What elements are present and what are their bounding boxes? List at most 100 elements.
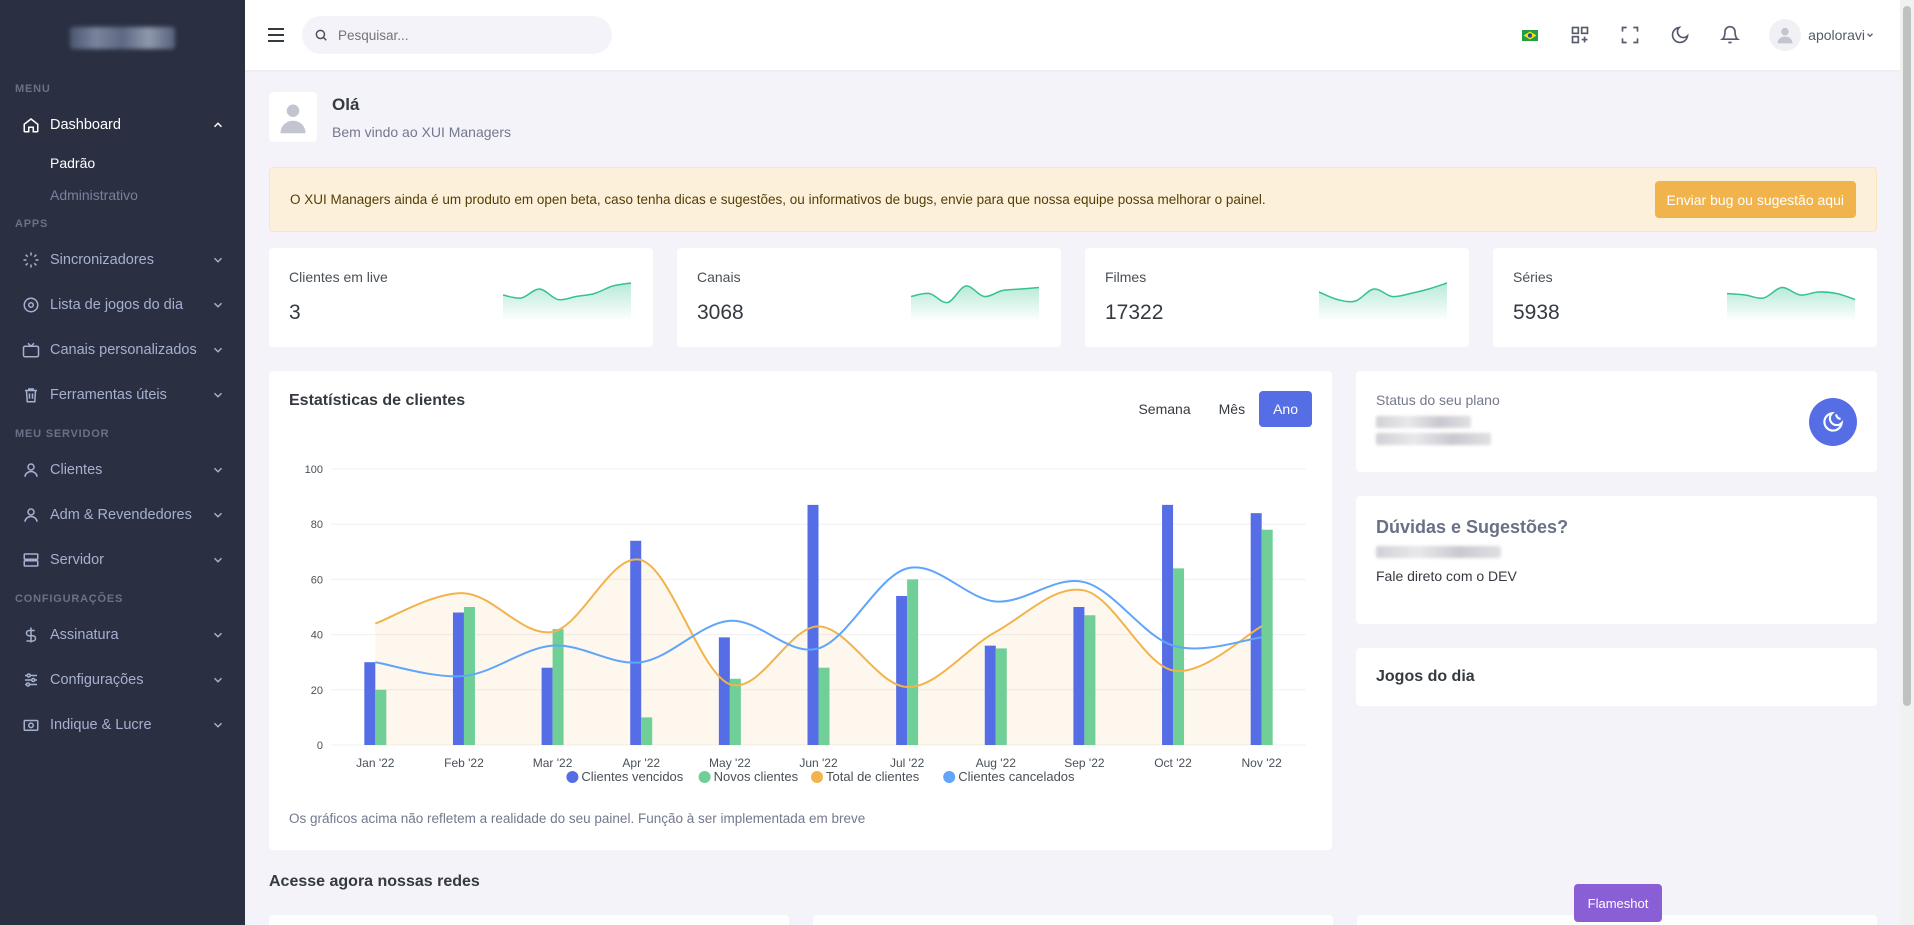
range-ano-button[interactable]: Ano	[1259, 391, 1312, 427]
duvidas-card: Dúvidas e Sugestões? Fale direto com o D…	[1356, 496, 1877, 624]
flameshot-badge[interactable]: Flameshot	[1574, 884, 1662, 922]
x-tick-label: Jul '22	[890, 756, 925, 770]
sidebar-item-label: Lista de jogos do dia	[50, 296, 184, 313]
sidebar-item-assinatura[interactable]: Assinatura	[0, 612, 245, 657]
stat-value: 5938	[1513, 301, 1560, 324]
sidebar-item-dashboard[interactable]: Dashboard	[0, 102, 245, 147]
sidebar-item-sincronizadores[interactable]: Sincronizadores	[0, 237, 245, 282]
x-tick-label: Jan '22	[356, 756, 395, 770]
y-tick-label: 0	[317, 740, 323, 752]
user-icon	[20, 504, 42, 526]
x-tick-label: Feb '22	[444, 756, 484, 770]
logo[interactable]	[0, 0, 245, 76]
username: apoloravi	[1808, 27, 1865, 43]
redes-card[interactable]	[813, 915, 1333, 925]
sidebar-item-canais[interactable]: Canais personalizados	[0, 327, 245, 372]
chevron-down-icon	[213, 512, 223, 518]
stat-title: Filmes	[1105, 269, 1147, 285]
sidebar-item-label: Ferramentas úteis	[50, 386, 167, 403]
send-bug-button[interactable]: Enviar bug ou sugestão aqui	[1654, 181, 1856, 218]
sparkline-area	[911, 285, 1039, 321]
y-tick-label: 40	[311, 630, 323, 642]
hamburger-icon[interactable]	[262, 27, 292, 43]
stat-value: 3	[289, 301, 301, 324]
user-menu[interactable]: apoloravi	[1755, 19, 1900, 51]
sidebar-item-jogos[interactable]: Lista de jogos do dia	[0, 282, 245, 327]
legend-label: Clientes cancelados	[958, 769, 1075, 784]
sidebar-item-label: Indique & Lucre	[50, 716, 152, 733]
sidebar-subitem-padrao[interactable]: Padrão	[50, 155, 96, 171]
fullscreen-icon[interactable]	[1605, 0, 1655, 70]
legend-label: Clientes vencidos	[581, 769, 683, 784]
moon-icon[interactable]	[1655, 0, 1705, 70]
bar	[1073, 607, 1085, 745]
menu-section-title: MENU	[15, 83, 51, 95]
sidebar-item-label: Adm & Revendedores	[50, 506, 192, 523]
money-icon	[20, 714, 42, 736]
apps-grid-icon[interactable]	[1555, 0, 1605, 70]
sparkline-line	[1318, 282, 1448, 303]
x-tick-label: Aug '22	[976, 756, 1017, 770]
dollar-icon	[20, 624, 42, 646]
sidebar-subitem-administrativo[interactable]: Administrativo	[50, 187, 138, 203]
tv-icon	[20, 339, 42, 361]
bell-icon[interactable]	[1705, 0, 1755, 70]
range-semana-button[interactable]: Semana	[1124, 391, 1204, 427]
sparkline	[502, 282, 632, 321]
y-tick-label: 20	[311, 685, 323, 697]
plan-status-card: Status do seu plano	[1356, 371, 1877, 472]
sidebar-item-servidor[interactable]: Servidor	[0, 537, 245, 582]
range-toggle: Semana Mês Ano	[1124, 391, 1312, 427]
plan-icon	[1809, 398, 1857, 446]
client-stats-chart: 0 20 40 60 80 100 Jan '22 Feb '22 Mar '22 Apr '22…	[305, 464, 1306, 784]
chart-title: Estatísticas de clientes	[289, 392, 466, 409]
chevron-up-icon	[213, 121, 223, 127]
ball-icon	[20, 294, 42, 316]
flag-brazil-icon[interactable]	[1505, 0, 1555, 70]
client-stats-card: Estatísticas de clientes Semana Mês Ano …	[269, 371, 1332, 850]
bar	[452, 612, 464, 745]
alert-message: O XUI Managers ainda é um produto em ope…	[290, 191, 1266, 207]
x-tick-label: Oct '22	[1154, 756, 1192, 770]
sidebar-item-indique[interactable]: Indique & Lucre	[0, 702, 245, 747]
stat-card-filmes: Filmes 17322	[1085, 248, 1469, 347]
bar	[896, 595, 908, 745]
sparkline-line	[502, 282, 632, 301]
stat-value: 3068	[697, 301, 744, 324]
chevron-down-icon	[213, 467, 223, 473]
sidebar-item-label: Servidor	[50, 551, 104, 568]
redacted-text	[1376, 433, 1491, 445]
range-mes-button[interactable]: Mês	[1205, 391, 1259, 427]
search-icon	[315, 29, 327, 41]
search-input[interactable]	[338, 27, 578, 43]
duvidas-subtitle[interactable]: Fale direto com o DEV	[1376, 568, 1517, 584]
chevron-down-icon	[213, 347, 223, 353]
sidebar: MENU Dashboard Padrão Administrativo APP…	[0, 0, 245, 925]
bar	[807, 504, 819, 745]
sidebar-item-label: Dashboard	[50, 116, 121, 133]
redes-card[interactable]	[269, 915, 789, 925]
scrollbar-thumb[interactable]	[1903, 6, 1911, 706]
welcome-title: Olá	[332, 95, 360, 114]
sidebar-item-label: Canais personalizados	[50, 341, 197, 358]
sparkline-area	[1727, 287, 1855, 321]
bar	[552, 629, 564, 745]
scrollbar[interactable]	[1900, 0, 1914, 925]
chevron-down-icon	[213, 722, 223, 728]
chevron-down-icon	[213, 302, 223, 308]
stat-card-series: Séries 5938	[1493, 248, 1877, 347]
legend-marker	[698, 771, 711, 783]
series-line-total	[374, 558, 1263, 689]
chevron-down-icon	[213, 392, 223, 398]
x-tick-label: May '22	[709, 756, 751, 770]
stat-title: Canais	[697, 269, 741, 285]
sidebar-item-adm[interactable]: Adm & Revendedores	[0, 492, 245, 537]
bar	[984, 645, 996, 745]
legend-label: Total de clientes	[826, 769, 920, 784]
logo-image	[70, 27, 175, 49]
sidebar-item-ferramentas[interactable]: Ferramentas úteis	[0, 372, 245, 417]
sidebar-item-clientes[interactable]: Clientes	[0, 447, 245, 492]
sidebar-item-configuracoes[interactable]: Configurações	[0, 657, 245, 702]
avatar	[1769, 19, 1802, 51]
y-tick-label: 60	[311, 574, 323, 586]
